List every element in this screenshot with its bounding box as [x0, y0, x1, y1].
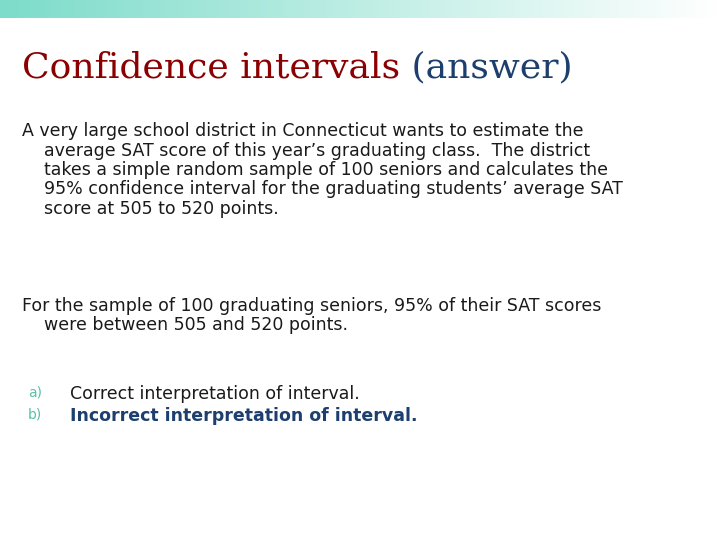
Text: 95% confidence interval for the graduating students’ average SAT: 95% confidence interval for the graduati… [22, 180, 623, 199]
Text: score at 505 to 520 points.: score at 505 to 520 points. [22, 200, 279, 218]
Text: Correct interpretation of interval.: Correct interpretation of interval. [70, 385, 360, 403]
Text: were between 505 and 520 points.: were between 505 and 520 points. [22, 316, 348, 334]
Text: average SAT score of this year’s graduating class.  The district: average SAT score of this year’s graduat… [22, 141, 590, 159]
Text: (answer): (answer) [400, 50, 572, 84]
Text: For the sample of 100 graduating seniors, 95% of their SAT scores: For the sample of 100 graduating seniors… [22, 297, 601, 315]
Text: Incorrect interpretation of interval.: Incorrect interpretation of interval. [70, 407, 418, 425]
Text: takes a simple random sample of 100 seniors and calculates the: takes a simple random sample of 100 seni… [22, 161, 608, 179]
Text: A very large school district in Connecticut wants to estimate the: A very large school district in Connecti… [22, 122, 583, 140]
Text: Confidence intervals: Confidence intervals [22, 50, 400, 84]
Text: b): b) [28, 407, 42, 421]
Text: a): a) [28, 385, 42, 399]
